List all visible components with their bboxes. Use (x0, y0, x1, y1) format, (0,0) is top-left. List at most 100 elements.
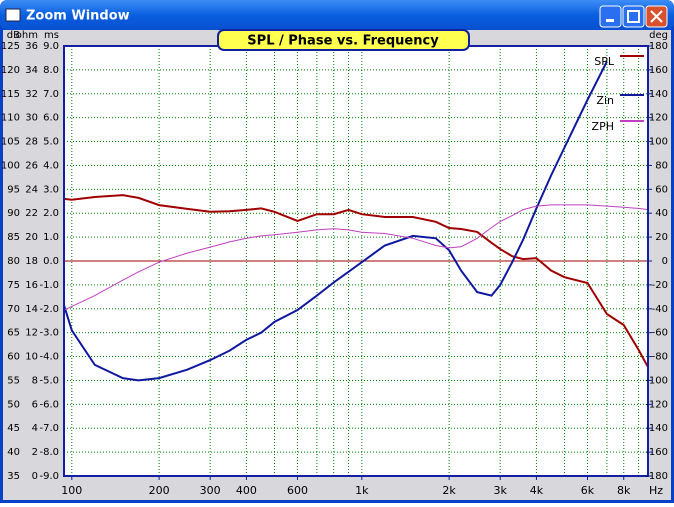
y-tick-label: 45 (7, 423, 20, 434)
y-tick-label: 5.0 (43, 137, 59, 148)
y-tick-label: -3.0 (39, 328, 59, 339)
x-tick-label: 1k (355, 484, 369, 497)
y-tick-label: 2 (32, 447, 38, 458)
x-tick-label: 3k (494, 484, 508, 497)
x-unit: Hz (649, 484, 663, 497)
y-tick-label: 34 (25, 65, 38, 76)
y-tick-label: 55 (7, 375, 20, 386)
y-tick-label: 3.0 (43, 184, 59, 195)
y-tick-label: 0 (32, 471, 38, 482)
y-tick-label: 20 (655, 232, 668, 243)
y-tick-label: 28 (25, 137, 38, 148)
y-tick-label: 24 (25, 184, 38, 195)
y-tick-label: 4.0 (43, 160, 59, 171)
minimize-icon (606, 19, 614, 22)
y-tick-label: 0.0 (43, 256, 59, 267)
legend-label: ZPH (592, 120, 614, 133)
y-tick-label: 6 (32, 399, 38, 410)
y-tick-label: 105 (1, 137, 20, 148)
y-tick-label: -8.0 (39, 447, 59, 458)
y-tick-label: 50 (7, 399, 20, 410)
y-tick-label: 80 (7, 256, 20, 267)
minimize-button[interactable] (599, 5, 622, 28)
y-tick-label: 20 (25, 232, 38, 243)
y-tick-label: 65 (7, 328, 20, 339)
y-tick-label: 85 (7, 232, 20, 243)
x-tick-label: 6k (581, 484, 595, 497)
y-tick-label: 9.0 (43, 41, 59, 52)
y-tick-label: 180 (649, 41, 668, 52)
y-tick-label: 110 (1, 113, 20, 124)
legend-label: Zin (596, 94, 614, 107)
y-tick-label: -80 (652, 352, 668, 363)
y-tick-label: -9.0 (39, 471, 59, 482)
y-tick-label: 32 (25, 89, 38, 100)
y-tick-label: -6.0 (39, 399, 59, 410)
title-box (217, 29, 470, 51)
y-tick-label: -100 (645, 375, 668, 386)
x-tick-label: 400 (236, 484, 257, 497)
y-tick-label: 7.0 (43, 89, 59, 100)
x-tick-label: 600 (287, 484, 308, 497)
y-tick-label: -140 (645, 423, 668, 434)
y-tick-label: -5.0 (39, 375, 59, 386)
y-tick-label: 26 (25, 160, 38, 171)
maximize-button[interactable] (622, 5, 645, 28)
y-tick-label: 30 (25, 113, 38, 124)
y-tick-label: -40 (652, 304, 668, 315)
y-tick-label: 140 (649, 89, 668, 100)
y-tick-label: 60 (655, 184, 668, 195)
y-tick-label: 40 (7, 447, 20, 458)
y-tick-label: 1.0 (43, 232, 59, 243)
x-tick-label: 300 (200, 484, 221, 497)
close-icon (650, 10, 663, 23)
y-tick-label: 4 (32, 423, 38, 434)
window-title: Zoom Window (26, 9, 130, 24)
y-tick-label: 100 (1, 160, 20, 171)
y-tick-label: -120 (645, 399, 668, 410)
title-bar (0, 0, 674, 30)
y-tick-label: 14 (25, 304, 38, 315)
chart-title: SPL / Phase vs. Frequency (247, 34, 439, 49)
y-tick-label: 115 (1, 89, 20, 100)
y-tick-label: 35 (7, 471, 20, 482)
axis-unit: deg (649, 30, 668, 41)
maximize-icon (627, 10, 640, 23)
x-tick-label: 8k (617, 484, 631, 497)
y-tick-label: 0 (662, 256, 668, 267)
y-tick-label: 12 (25, 328, 38, 339)
y-tick-label: -1.0 (39, 280, 59, 291)
y-tick-label: 70 (7, 304, 20, 315)
y-tick-label: -2.0 (39, 304, 59, 315)
series-line (64, 204, 648, 311)
y-tick-label: -180 (645, 471, 668, 482)
x-tick-label: 200 (149, 484, 170, 497)
y-tick-label: 160 (649, 65, 668, 76)
y-tick-label: -60 (652, 328, 668, 339)
y-tick-label: 125 (1, 41, 20, 52)
y-tick-label: -160 (645, 447, 668, 458)
axis-unit: ohm (16, 30, 38, 41)
window-icon (5, 8, 21, 22)
x-tick-label: 100 (61, 484, 82, 497)
series-line (64, 194, 648, 368)
y-tick-label: 22 (25, 208, 38, 219)
y-tick-label: 90 (7, 208, 20, 219)
y-tick-label: 16 (25, 280, 38, 291)
y-tick-label: 40 (655, 208, 668, 219)
y-tick-label: 8 (32, 375, 38, 386)
y-tick-label: 8.0 (43, 65, 59, 76)
legend-label: SPL (594, 55, 615, 68)
y-tick-label: 18 (25, 256, 38, 267)
y-tick-label: -20 (652, 280, 668, 291)
y-tick-label: 120 (649, 113, 668, 124)
y-tick-label: 75 (7, 280, 20, 291)
series-line (64, 61, 608, 382)
x-tick-label: 4k (530, 484, 544, 497)
y-tick-label: 6.0 (43, 113, 59, 124)
x-tick-label: 2k (442, 484, 456, 497)
y-tick-label: -4.0 (39, 352, 59, 363)
y-tick-label: 10 (25, 352, 38, 363)
